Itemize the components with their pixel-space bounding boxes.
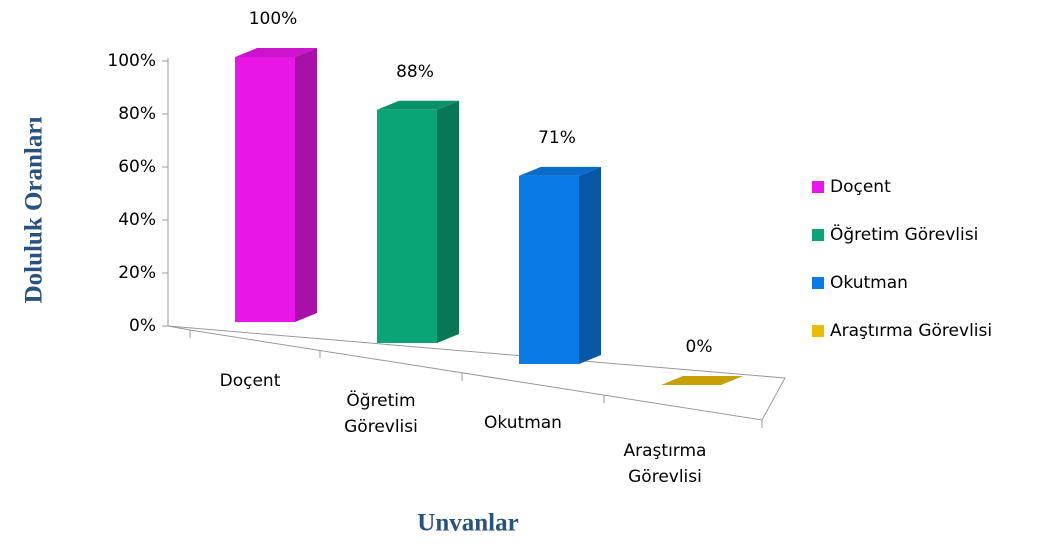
bar-front — [235, 57, 295, 322]
y-tick-label: 0% — [129, 316, 156, 336]
value-label: 100% — [249, 9, 298, 29]
y-tick-label: 60% — [118, 157, 156, 177]
legend-label: Okutman — [830, 273, 908, 293]
legend-label: Doçent — [830, 177, 891, 197]
legend-swatch — [812, 229, 824, 241]
legend-swatch — [812, 325, 824, 337]
value-label: 0% — [686, 337, 713, 357]
legend-swatch — [812, 181, 824, 193]
bar-side — [295, 48, 317, 322]
value-label: 88% — [396, 62, 434, 82]
legend-label: Öğretim Görevlisi — [830, 223, 978, 245]
legend-swatch — [812, 277, 824, 289]
value-label: 71% — [538, 128, 576, 148]
legend-label: Araştırma Görevlisi — [830, 321, 992, 341]
x-axis-title: Unvanlar — [417, 510, 518, 537]
y-tick-label: 40% — [118, 210, 156, 230]
y-tick-label: 100% — [107, 51, 156, 71]
y-tick-label: 80% — [118, 104, 156, 124]
bar-side — [437, 100, 459, 343]
x-tick-label: Öğretim Görevlisi — [344, 391, 418, 437]
bar-side — [579, 166, 601, 364]
x-tick-label: Doçent — [219, 371, 281, 391]
bar-top — [235, 48, 317, 57]
bar-top — [377, 100, 459, 110]
bar-front — [519, 175, 579, 364]
x-tick-label: Okutman — [484, 413, 562, 433]
bar-top — [519, 166, 601, 176]
bar-front — [377, 109, 437, 343]
x-tick-label: Araştırma Görevlisi — [623, 441, 707, 487]
bar-top — [661, 376, 743, 385]
y-tick-label: 20% — [118, 263, 156, 283]
y-axis-title: Doluluk Oranları — [21, 117, 48, 304]
